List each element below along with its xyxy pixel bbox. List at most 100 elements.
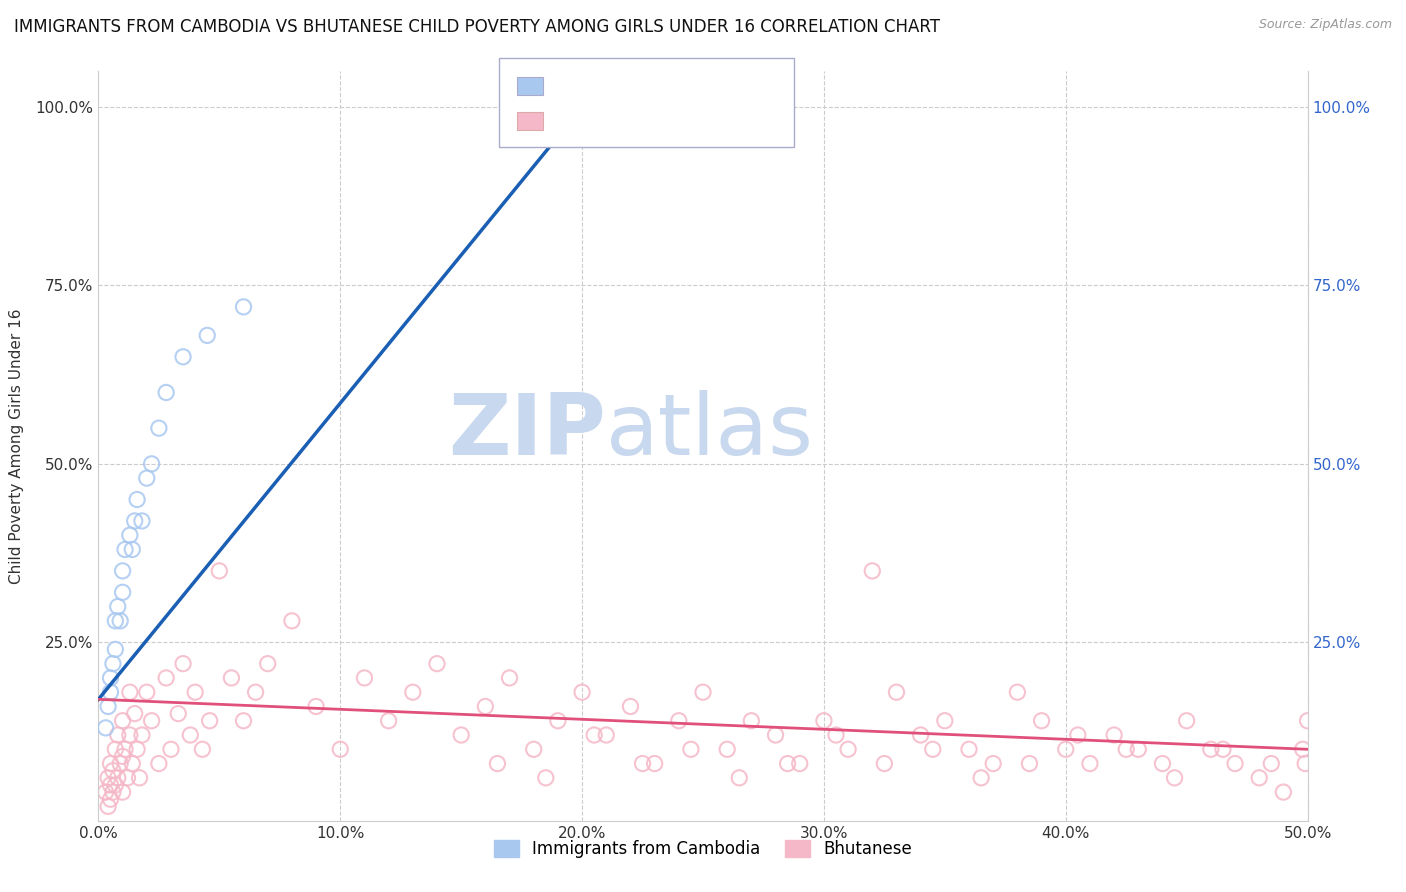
Point (100, 685, 122, 699)
Legend: Immigrants from Cambodia, Bhutanese: Immigrants from Cambodia, Bhutanese (486, 833, 920, 864)
Point (523, 742, 546, 756)
Point (789, 756, 811, 771)
Point (813, 714, 835, 728)
Point (1294, 756, 1316, 771)
Point (160, 742, 183, 756)
Point (127, 742, 149, 756)
Point (934, 714, 956, 728)
Point (107, 771, 129, 785)
Point (1102, 728, 1125, 742)
Point (245, 685, 267, 699)
Point (765, 728, 787, 742)
Point (155, 671, 177, 685)
Point (124, 706, 146, 721)
Point (131, 514, 153, 528)
Point (108, 756, 131, 771)
Point (353, 671, 375, 685)
Point (128, 771, 150, 785)
Point (232, 300, 254, 314)
Point (1163, 771, 1185, 785)
Point (118, 528, 141, 542)
Point (100, 671, 122, 685)
Point (474, 699, 496, 714)
Point (256, 657, 278, 671)
Point (825, 728, 848, 742)
Point (716, 742, 738, 756)
Point (111, 564, 134, 578)
Point (1249, 771, 1271, 785)
Point (101, 785, 124, 799)
Point (118, 728, 141, 742)
Point (107, 728, 129, 742)
Point (221, 671, 243, 685)
Point (498, 671, 520, 685)
Point (571, 685, 593, 699)
Point (141, 457, 163, 471)
Point (97, 771, 120, 785)
Point (1031, 714, 1053, 728)
Text: atlas: atlas (606, 390, 814, 473)
Point (127, 492, 149, 507)
Point (111, 749, 134, 764)
Point (426, 657, 449, 671)
Point (1018, 756, 1040, 771)
Point (679, 742, 702, 756)
Point (329, 742, 352, 756)
Point (1199, 742, 1222, 756)
Point (101, 657, 124, 671)
Point (100, 756, 122, 771)
Point (1175, 714, 1198, 728)
Point (107, 599, 129, 614)
Point (111, 714, 134, 728)
Point (100, 792, 122, 806)
Point (402, 685, 425, 699)
Text: 103: 103 (682, 109, 717, 127)
Point (172, 350, 194, 364)
Point (377, 714, 399, 728)
Point (1115, 742, 1137, 756)
Point (148, 421, 170, 435)
Point (305, 699, 328, 714)
Point (97, 799, 120, 814)
Point (486, 756, 509, 771)
Point (135, 685, 157, 699)
Text: 24: 24 (682, 74, 706, 92)
Point (195, 328, 218, 343)
Text: -0.176: -0.176 (591, 109, 650, 127)
Point (668, 714, 690, 728)
Point (108, 614, 131, 628)
Point (179, 728, 201, 742)
Point (117, 771, 139, 785)
Point (114, 742, 136, 756)
Point (1078, 756, 1101, 771)
Point (281, 614, 304, 628)
Point (191, 742, 214, 756)
Point (619, 699, 641, 714)
Point (167, 706, 190, 721)
Point (100, 778, 122, 792)
Text: 0.594: 0.594 (591, 74, 643, 92)
Y-axis label: Child Poverty Among Girls Under 16: Child Poverty Among Girls Under 16 (10, 309, 24, 583)
Point (583, 728, 606, 742)
Point (141, 714, 163, 728)
Point (104, 642, 127, 657)
Point (104, 742, 127, 756)
Point (644, 756, 666, 771)
Point (970, 771, 993, 785)
Text: ZIP: ZIP (449, 390, 606, 473)
Point (101, 764, 124, 778)
Point (184, 685, 207, 699)
Point (94, 721, 117, 735)
Point (981, 756, 1004, 771)
Point (94, 785, 117, 799)
Point (692, 685, 714, 699)
Point (534, 771, 557, 785)
Point (155, 385, 177, 400)
Point (1128, 742, 1150, 756)
Point (135, 471, 157, 485)
Point (148, 756, 170, 771)
Point (921, 742, 943, 756)
Point (776, 756, 799, 771)
Point (547, 714, 569, 728)
Text: R =: R = (553, 74, 589, 92)
